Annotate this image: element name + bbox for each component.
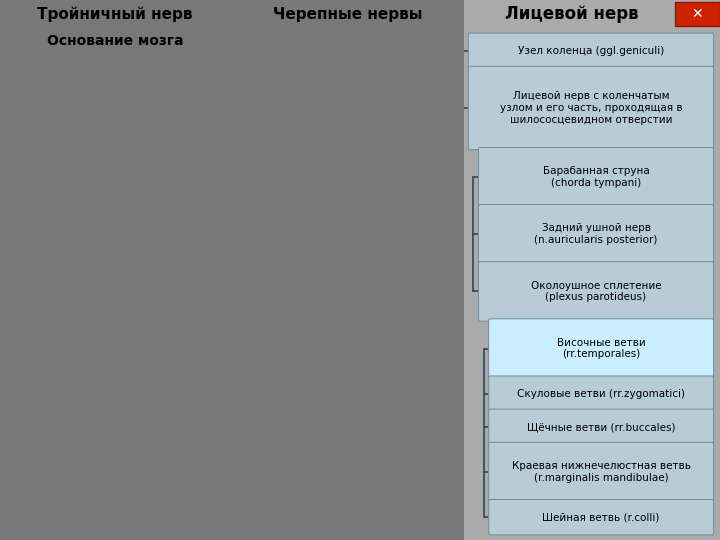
FancyBboxPatch shape (479, 147, 714, 207)
FancyBboxPatch shape (489, 376, 714, 411)
FancyBboxPatch shape (675, 2, 720, 26)
Text: Барабанная струна
(chorda tympani): Барабанная струна (chorda tympani) (543, 166, 649, 188)
FancyBboxPatch shape (468, 66, 714, 150)
Text: Лицевой нерв с коленчатым
узлом и его часть, проходящая в
шилососцевидном отверс: Лицевой нерв с коленчатым узлом и его ча… (500, 91, 683, 125)
Text: Узел коленца (ggl.geniculi): Узел коленца (ggl.geniculi) (518, 46, 664, 56)
Text: Скуловые ветви (rr.zygomatici): Скуловые ветви (rr.zygomatici) (517, 389, 685, 399)
Text: Основание мозга: Основание мозга (47, 34, 184, 48)
Text: Задний ушной нерв
(n.auricularis posterior): Задний ушной нерв (n.auricularis posteri… (534, 224, 658, 245)
Text: Краевая нижнечелюстная ветвь
(r.marginalis mandibulae): Краевая нижнечелюстная ветвь (r.marginal… (512, 461, 690, 483)
Text: Лицевой нерв: Лицевой нерв (505, 5, 639, 23)
Text: Околоушное сплетение
(plexus parotideus): Околоушное сплетение (plexus parotideus) (531, 281, 662, 302)
Text: Тройничный нерв: Тройничный нерв (37, 6, 193, 22)
Text: Височные ветви
(rr.temporales): Височные ветви (rr.temporales) (557, 338, 646, 359)
FancyBboxPatch shape (489, 319, 714, 378)
FancyBboxPatch shape (489, 409, 714, 444)
FancyBboxPatch shape (489, 442, 714, 502)
FancyBboxPatch shape (468, 33, 714, 69)
Text: ✕: ✕ (692, 7, 703, 21)
FancyBboxPatch shape (489, 500, 714, 535)
Text: Шейная ветвь (r.colli): Шейная ветвь (r.colli) (542, 512, 660, 522)
FancyBboxPatch shape (479, 262, 714, 321)
Text: Черепные нервы: Черепные нервы (273, 6, 422, 22)
FancyBboxPatch shape (479, 205, 714, 264)
Text: Щёчные ветви (rr.buccales): Щёчные ветви (rr.buccales) (527, 422, 675, 432)
